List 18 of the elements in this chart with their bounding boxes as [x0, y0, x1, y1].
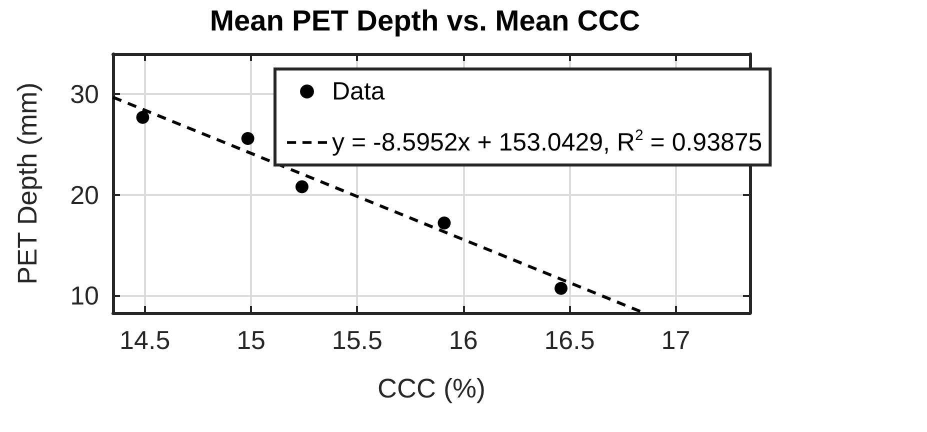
point — [241, 132, 254, 145]
chart-title: Mean PET Depth vs. Mean CCC — [210, 6, 640, 38]
point — [136, 110, 150, 124]
point — [295, 180, 308, 194]
x-tick-label: 16 — [448, 325, 478, 355]
x-tick-label: 16.5 — [544, 325, 595, 355]
y-axis-title: PET Depth (mm) — [12, 82, 42, 285]
x-tick-label: 15 — [236, 325, 266, 355]
y-tick-label: 20 — [70, 180, 99, 210]
x-tick-label: 17 — [661, 325, 690, 355]
x-axis-title: CCC (%) — [378, 374, 486, 404]
point — [438, 216, 451, 230]
legend-label: Data — [332, 78, 385, 106]
point — [554, 282, 568, 295]
x-tick-label: 14.5 — [120, 325, 170, 355]
x-tick-label: 15.5 — [332, 325, 382, 355]
y-tick-label: 10 — [70, 280, 99, 310]
y-tick-label: 30 — [70, 79, 99, 110]
